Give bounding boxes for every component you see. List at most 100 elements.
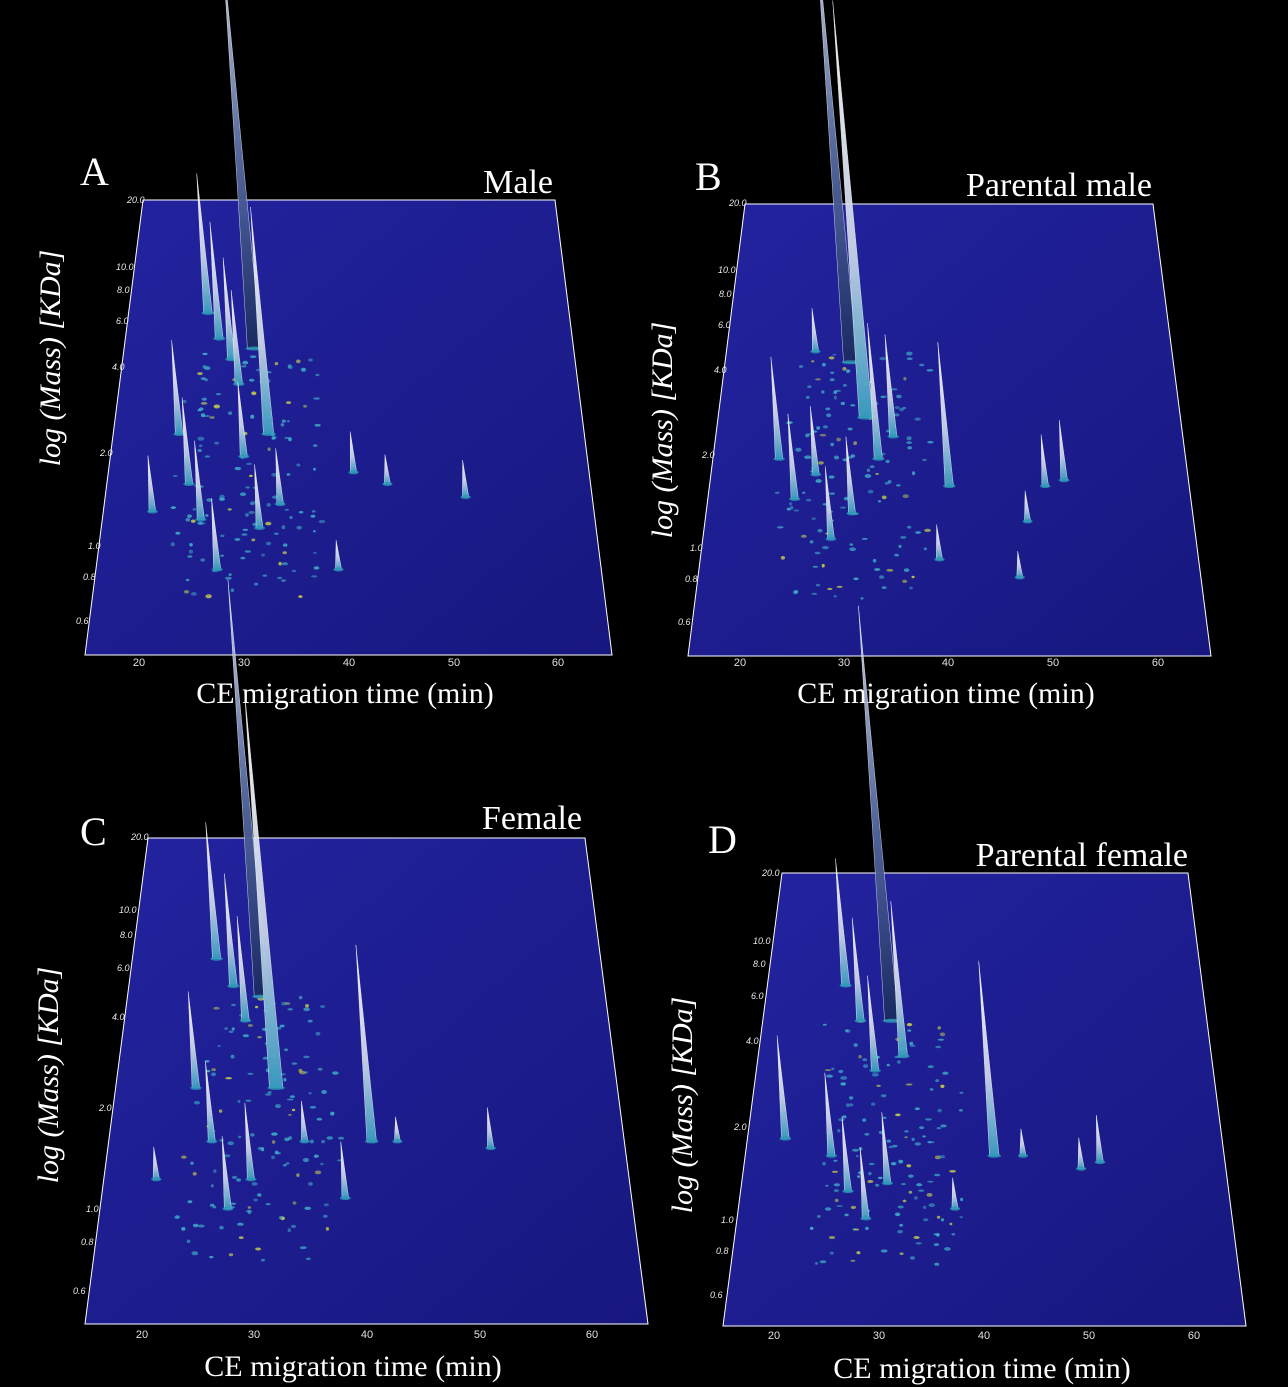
- noise-dot: [257, 1146, 265, 1151]
- x-tick-label: 50: [474, 1329, 486, 1341]
- noise-dot: [916, 1183, 923, 1187]
- noise-dot: [960, 1197, 964, 1202]
- plot-floor: [84, 199, 613, 656]
- noise-dot: [843, 383, 847, 387]
- y-tick-label: 0.6: [678, 617, 691, 627]
- x-tick-label: 30: [238, 657, 250, 669]
- noise-dot: [850, 1205, 857, 1209]
- x-tick-label: 50: [1083, 1330, 1095, 1342]
- noise-dot: [323, 1214, 328, 1218]
- noise-dot: [837, 1128, 841, 1133]
- noise-dot: [828, 1236, 836, 1239]
- noise-dot: [875, 1183, 880, 1187]
- noise-dot: [881, 495, 887, 500]
- noise-dot: [321, 1090, 327, 1094]
- noise-dot: [824, 1207, 832, 1211]
- noise-dot: [819, 433, 827, 437]
- noise-dot: [267, 447, 271, 452]
- peak-base: [810, 349, 821, 354]
- noise-dot: [937, 1108, 942, 1113]
- peak-base: [382, 482, 393, 486]
- noise-dot: [855, 1155, 859, 1158]
- noise-dot: [786, 507, 791, 511]
- peak-base: [333, 567, 344, 572]
- noise-dot: [204, 366, 211, 370]
- noise-dot: [209, 1255, 214, 1259]
- panel-letter: A: [80, 149, 109, 194]
- noise-dot: [806, 498, 812, 502]
- y-tick-label: 8.0: [120, 930, 133, 940]
- noise-dot: [246, 462, 253, 465]
- y-axis-title: log (Mass) [KDa]: [666, 997, 699, 1214]
- noise-dot: [912, 471, 916, 476]
- y-tick-label: 10.0: [718, 265, 736, 275]
- noise-dot: [303, 404, 308, 408]
- noise-dot: [247, 1206, 252, 1209]
- noise-dot: [894, 1212, 901, 1217]
- noise-dot: [840, 1082, 846, 1086]
- noise-dot: [808, 432, 812, 436]
- noise-dot: [926, 369, 934, 372]
- y-tick-label: 0.6: [73, 1286, 86, 1296]
- noise-dot: [224, 1027, 228, 1031]
- noise-dot: [276, 1026, 282, 1030]
- noise-dot: [316, 1117, 323, 1121]
- noise-dot: [829, 1251, 834, 1255]
- noise-dot: [869, 465, 875, 469]
- noise-dot: [850, 1259, 856, 1262]
- noise-dot: [940, 1218, 945, 1222]
- noise-dot: [822, 1162, 826, 1166]
- noise-dot: [897, 1205, 904, 1209]
- noise-dot: [826, 1074, 833, 1078]
- noise-dot: [197, 436, 205, 441]
- noise-dot: [893, 413, 900, 417]
- noise-dot: [330, 1111, 335, 1116]
- noise-dot: [238, 1236, 244, 1239]
- peak-base: [854, 1018, 867, 1023]
- noise-dot: [302, 1158, 309, 1162]
- noise-dot: [282, 551, 287, 555]
- x-tick-label: 60: [1188, 1330, 1200, 1342]
- noise-dot: [825, 1184, 829, 1187]
- noise-dot: [821, 362, 826, 367]
- noise-dot: [959, 1216, 963, 1219]
- noise-dot: [219, 1225, 224, 1230]
- noise-dot: [296, 1173, 300, 1177]
- noise-dot: [280, 423, 285, 427]
- noise-dot: [287, 1008, 294, 1011]
- noise-dot: [271, 1155, 276, 1160]
- noise-dot: [959, 1091, 964, 1094]
- noise-dot: [292, 1201, 297, 1205]
- noise-dot: [822, 503, 827, 506]
- panel-a: A Male CE migration time (min) log (Mass…: [34, 0, 613, 710]
- noise-dot: [262, 1056, 269, 1060]
- noise-dot: [205, 1060, 210, 1063]
- noise-dot: [919, 1126, 925, 1129]
- noise-dot: [809, 540, 814, 544]
- peak-base: [1022, 519, 1033, 524]
- noise-dot: [191, 1251, 199, 1256]
- noise-dot: [833, 1159, 838, 1162]
- noise-dot: [856, 1251, 861, 1255]
- noise-dot: [836, 585, 843, 589]
- peak-base: [210, 956, 223, 961]
- noise-dot: [777, 526, 784, 529]
- noise-dot: [192, 1172, 197, 1176]
- noise-dot: [886, 1063, 890, 1067]
- x-axis-title: CE migration time (min): [204, 1350, 501, 1383]
- noise-dot: [795, 447, 802, 452]
- noise-dot: [264, 1093, 272, 1096]
- noise-dot: [871, 1073, 879, 1077]
- y-tick-label: 6.0: [117, 963, 130, 973]
- peak-base: [857, 415, 875, 420]
- noise-dot: [230, 588, 234, 592]
- noise-dot: [239, 492, 247, 497]
- noise-dot: [922, 1135, 926, 1138]
- noise-dot: [313, 566, 320, 570]
- noise-dot: [816, 426, 821, 430]
- noise-dot: [285, 1162, 290, 1165]
- noise-dot: [271, 1140, 276, 1144]
- noise-dot: [828, 475, 835, 479]
- noise-dot: [227, 1141, 234, 1146]
